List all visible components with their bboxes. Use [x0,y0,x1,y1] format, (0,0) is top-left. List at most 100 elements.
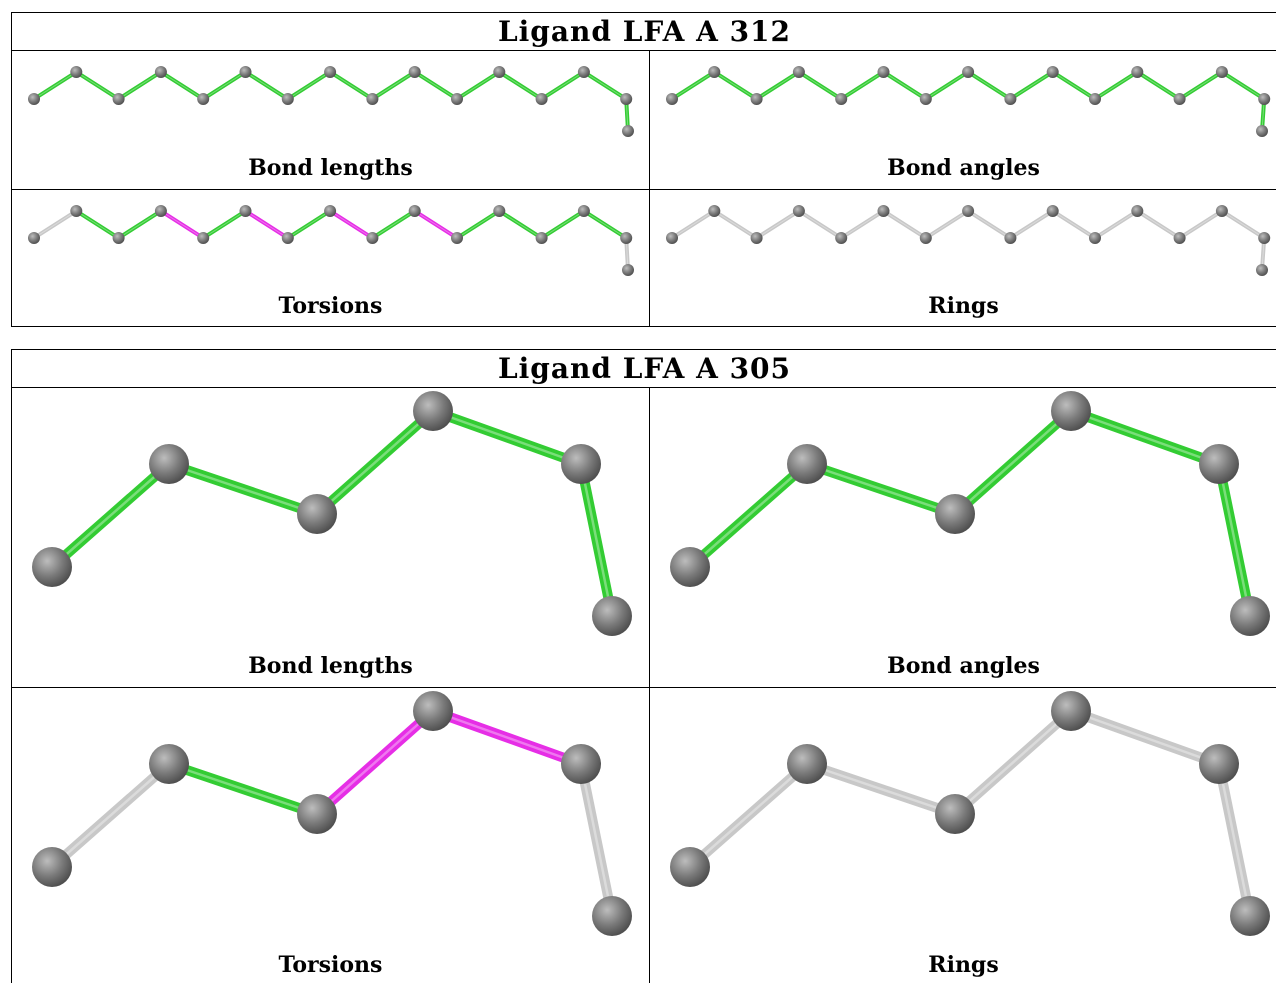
bond-highlight [315,709,435,816]
bond-highlight [431,709,583,766]
carbon-atom [1258,93,1271,105]
row-divider [12,189,1276,190]
bond-green [712,70,759,101]
carbon-atom [1089,232,1101,244]
bond-grey [754,209,801,240]
carbon-atom [197,232,210,244]
bond-green [881,70,928,101]
carbon-atom [1199,444,1239,484]
carbon-atom [149,444,189,484]
carbon-atom [1199,744,1239,784]
bond-highlight [1069,709,1221,766]
bond-highlight [287,210,331,239]
carbon-atom [561,444,601,484]
bond-green [539,209,586,240]
bond-highlight [541,210,585,239]
carbon-atom [154,66,167,78]
bond-green [201,209,248,240]
carbon-atom [535,232,548,244]
carbon-atom [197,93,210,105]
bond-green [754,70,801,101]
bond-highlight [925,71,969,100]
bond-green [32,70,79,101]
carbon-atom [535,93,548,105]
bond-highlight [925,210,969,239]
bond-highlight [33,71,77,100]
bond-highlight [160,210,204,239]
bond-green [370,209,417,240]
carbon-atom [592,896,632,936]
bond-highlight [953,409,1073,516]
bond-highlight [756,210,800,239]
bond-highlight [1052,210,1096,239]
molecule-view [28,66,634,137]
cell-label: Bond lengths [248,653,413,679]
carbon-atom [408,66,421,78]
bond-highlight [50,762,171,869]
molecule-view [666,205,1271,276]
bond-grey [576,759,617,921]
cell-bond-angles: Bond angles [650,388,1276,687]
bond-highlight [414,71,458,100]
bond-grey [1093,209,1140,240]
carbon-atom [750,232,763,244]
carbon-atom [324,205,337,217]
carbon-atom [1215,66,1228,78]
bond-highlight [579,762,614,918]
cell-label: Rings [928,293,999,319]
bond-highlight [805,462,957,516]
carbon-atom [451,93,463,105]
bond-highlight [456,71,500,100]
cell-label: Rings [928,952,999,978]
carbon-atom [1004,93,1017,105]
carbon-atom [622,264,634,276]
bond-green [1177,70,1224,101]
bond-green [243,70,290,101]
bond-grey [47,759,174,872]
carbon-atom [919,232,932,244]
carbon-atom [1089,93,1101,105]
bond-highlight [160,71,204,100]
bond-green [285,209,333,240]
bond-highlight [245,71,289,100]
carbon-atom [1051,691,1091,731]
molecule-view [28,205,634,276]
bond-green [497,70,544,101]
bond-highlight [1221,210,1265,239]
bond-grey [685,759,812,872]
molecule-view [670,391,1270,636]
carbon-atom [1046,66,1059,78]
bond-green [1214,459,1255,621]
bond-highlight [315,409,435,516]
bond-grey [1219,209,1267,240]
carbon-atom [28,232,40,244]
carbon-atom [962,66,975,78]
bond-grey [796,209,844,240]
bond-highlight [1094,71,1138,100]
bond-green [685,459,812,572]
cell-bond-lengths: Bond lengths [12,388,649,687]
bond-green [370,70,417,101]
row-divider [12,687,1276,688]
cell-label: Torsions [278,293,383,319]
bond-grey [839,209,886,240]
carbon-atom [835,93,848,105]
carbon-atom [408,205,421,217]
carbon-atom [577,205,590,217]
carbon-atom [935,494,975,534]
bond-highlight [498,210,543,239]
bond-magenta [428,706,586,769]
carbon-atom [708,205,721,217]
carbon-atom [493,205,506,217]
bond-highlight [671,71,715,100]
bond-highlight [456,210,500,239]
bond-green [796,70,844,101]
carbon-atom [670,847,710,887]
bond-green [412,70,459,101]
carbon-atom [877,66,890,78]
bond-grey [802,759,960,819]
carbon-atom [1230,596,1270,636]
bond-green [164,459,322,519]
bond-highlight [688,762,809,869]
cell-bond-angles: Bond angles [650,51,1276,189]
